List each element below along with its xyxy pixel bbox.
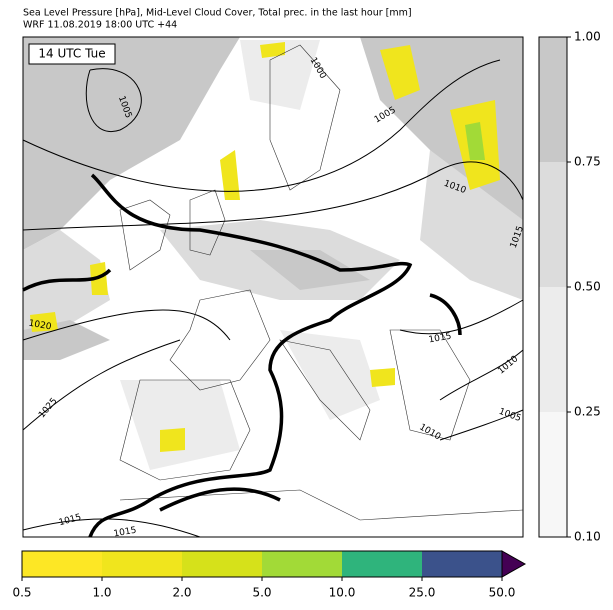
colorbar-band <box>422 551 502 577</box>
colorbar-tick-label: 5.0 <box>252 586 271 600</box>
colorbar-extend <box>501 550 527 578</box>
colorbar-tick-label: 10.0 <box>329 586 356 600</box>
colorbar-band <box>102 551 182 577</box>
map: 14 UTC Tue <box>22 36 524 538</box>
colorbar-tick-label: 1.0 <box>92 586 111 600</box>
title: Sea Level Pressure [hPa], Mid-Level Clou… <box>23 8 412 19</box>
isobar-label: 1015 <box>428 332 452 346</box>
colorbar-band <box>539 412 567 537</box>
isobars <box>22 59 524 538</box>
colorbar-tick-label: 0.10 <box>574 530 601 544</box>
colorbar-tick-label: 1.00 <box>574 30 601 44</box>
colorbar-tick-label: 50.0 <box>489 586 516 600</box>
colorbar-tick-label: 0.5 <box>12 586 31 600</box>
colorbar-band <box>539 37 567 162</box>
colorbar-band <box>539 162 567 287</box>
colorbar-tick-label: 0.50 <box>574 280 601 294</box>
colorbar-tick-label: 25.0 <box>409 586 436 600</box>
isobar-label: 1015 <box>113 526 137 540</box>
map-frame <box>22 36 524 538</box>
colorbar-tick-label: 2.0 <box>172 586 191 600</box>
subtitle: WRF 11.08.2019 18:00 UTC +44 <box>23 20 177 31</box>
coastlines <box>119 44 524 521</box>
time-label: 14 UTC Tue <box>38 47 105 61</box>
precipitation <box>30 42 500 452</box>
colorbar-tick-label: 0.75 <box>574 155 601 169</box>
colorbar-tick-label: 0.25 <box>574 405 601 419</box>
isobar-label: 1020 <box>28 319 53 333</box>
colorbar-band <box>539 287 567 412</box>
colorbar-band <box>182 551 262 577</box>
colorbar-band <box>22 551 102 577</box>
colorbar-band <box>262 551 342 577</box>
time-label-box <box>28 43 116 65</box>
colorbar-band <box>342 551 422 577</box>
